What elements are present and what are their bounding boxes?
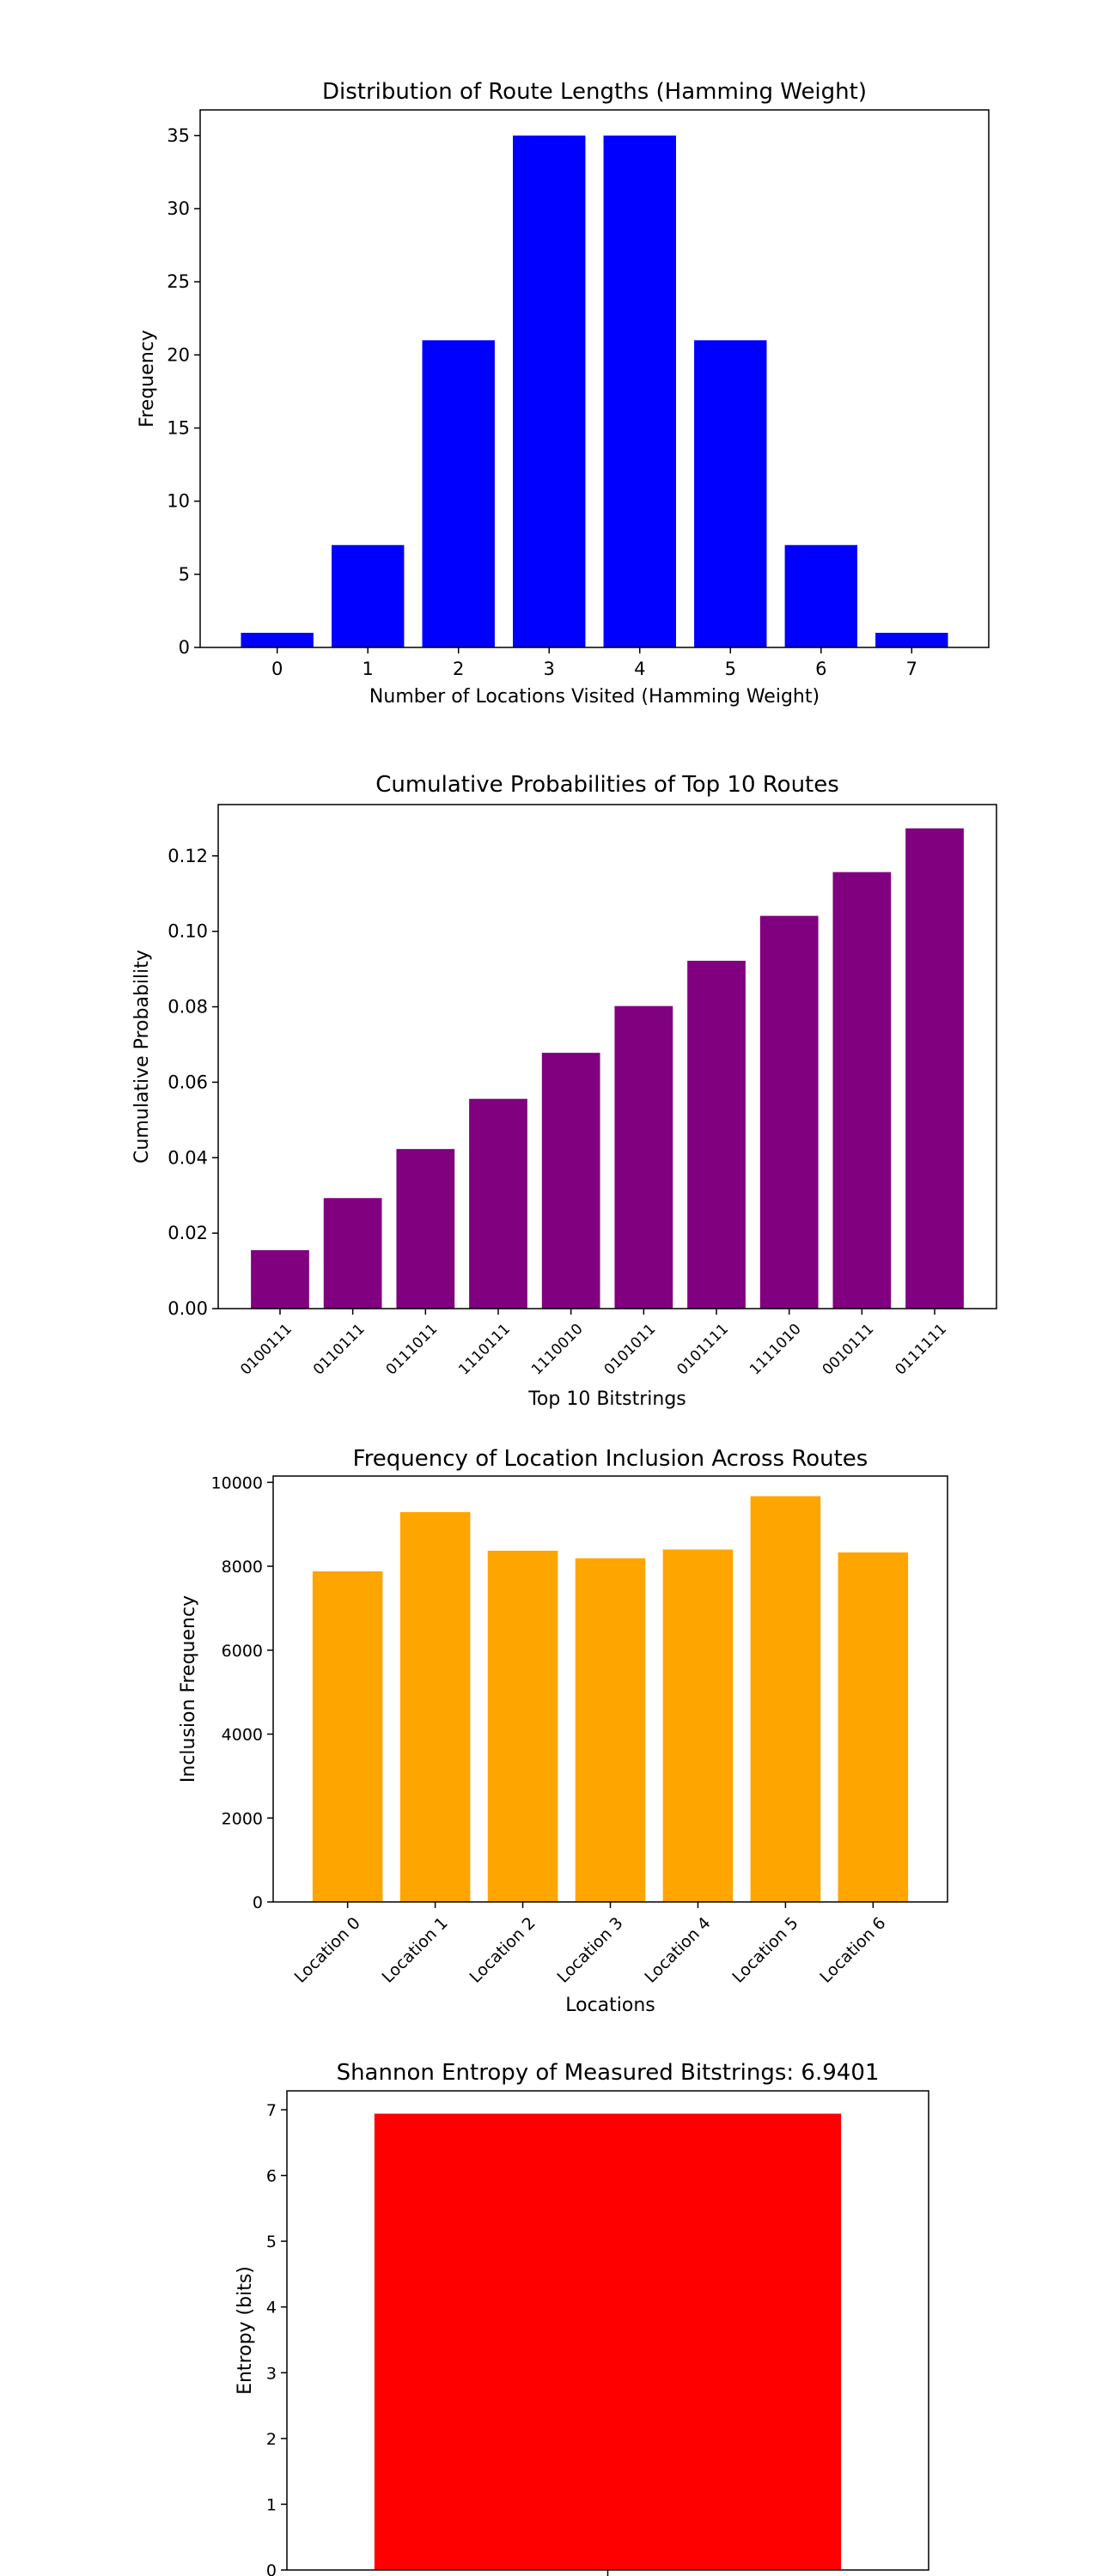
bar [251,1249,309,1309]
y-tick-label: 0.12 [168,846,208,866]
x-axis-label: Number of Locations Visited (Hamming Wei… [369,686,820,708]
y-tick-label: 3 [266,2364,277,2383]
y-tick-label: 25 [167,271,190,292]
y-tick-label: 15 [167,417,190,438]
bar [332,544,405,647]
bar [487,1550,558,1902]
bar [323,1198,382,1309]
bar [832,872,892,1309]
bar [541,1053,600,1309]
y-tick-label: 30 [167,198,190,219]
bar [399,1512,471,1902]
x-tick-label: 1110010 [528,1321,587,1379]
bar [838,1552,909,1902]
chart-title: Shannon Entropy of Measured Bitstrings: … [337,2060,880,2086]
y-tick-label: 6000 [222,1642,263,1661]
x-tick-label: 2 [453,659,464,679]
bar [396,1149,455,1309]
y-tick-label: 0 [253,1893,263,1912]
bar [784,544,857,647]
x-tick-label: 6 [815,659,826,679]
y-tick-label: 8000 [222,1558,263,1577]
bar [422,340,495,647]
x-tick-label: 1110111 [455,1321,514,1379]
chart-title: Cumulative Probabilities of Top 10 Route… [375,772,839,798]
x-axis-label: Locations [565,1995,655,2016]
x-tick-label: Location 5 [728,1914,801,1987]
y-tick-label: 5 [179,564,190,585]
bar [905,828,964,1309]
chart-title: Distribution of Route Lengths (Hamming W… [322,79,867,105]
bar [759,915,819,1309]
bar [241,632,314,647]
chart-1: 0 5 10 15 20 25 30 35 0 1 2 3 4 5 6 7 Distribution of Ro… [137,79,990,708]
bar [575,1558,646,1902]
y-tick-label: 7 [266,2101,277,2120]
chart-title: Frequency of Location Inclusion Across R… [353,1446,868,1472]
y-tick-label: 0.08 [168,997,208,1018]
y-tick-label: 4000 [222,1726,263,1745]
plot-frame [199,109,990,648]
y-tick-label: 1 [266,2495,277,2514]
y-tick-label: 0.10 [168,921,208,942]
y-axis-label: Inclusion Frequency [178,1595,199,1783]
bar [513,135,586,648]
y-tick-label: 4 [266,2299,277,2318]
bar [469,1098,527,1309]
x-axis-label: Top 10 Bitstrings [527,1388,686,1410]
bar [374,2113,842,2570]
y-tick-label: 0 [266,2561,277,2576]
y-tick-label: 2000 [222,1809,263,1828]
x-tick-label: 7 [906,659,917,679]
x-tick-label: 0 [271,659,283,679]
bar [312,1571,383,1902]
y-tick-label: 20 [167,344,190,365]
x-tick-label: Location 3 [553,1914,626,1987]
y-tick-label: 0 [179,637,190,658]
chart-2: 0.00 0.02 0.04 0.06 0.08 0.10 0.12 0100111 01101… [131,772,997,1410]
x-tick-label: 5 [725,659,736,679]
plot-frame [217,804,997,1309]
y-tick-label: 10000 [211,1473,263,1492]
x-tick-label: 4 [634,659,645,679]
bar [687,960,746,1309]
x-tick-label: Location 6 [816,1914,889,1987]
x-tick-label: 1 [363,659,374,679]
y-tick-label: 10 [167,491,190,512]
x-tick-label: 0101111 [673,1321,732,1379]
x-tick-label: Location 1 [379,1914,452,1987]
bar [603,135,676,648]
y-tick-label: 0.02 [168,1223,208,1243]
bar [875,632,948,647]
bar [614,1005,673,1309]
x-tick-label: 0110111 [310,1321,369,1379]
y-tick-label: 35 [167,125,190,146]
y-axis-label: Frequency [137,330,158,428]
x-tick-label: Location 4 [641,1914,714,1987]
x-tick-label: 0111111 [892,1321,950,1379]
chart-4: 01234567EntropyShannon Entropy of Measur… [235,2060,929,2576]
bar [662,1549,734,1902]
y-tick-label: 0.00 [168,1298,208,1319]
x-tick-label: Location 2 [466,1914,539,1987]
y-axis-label: Entropy (bits) [235,2266,256,2395]
x-tick-label: Location 0 [291,1914,364,1987]
y-axis-label: Cumulative Probability [131,950,153,1163]
x-tick-label: 0010111 [820,1321,878,1379]
y-tick-label: 5 [266,2233,277,2251]
y-tick-label: 0.06 [168,1072,208,1092]
x-tick-label: 1111010 [747,1321,805,1379]
bar [750,1496,821,1902]
y-tick-label: 2 [266,2430,277,2449]
x-tick-label: 3 [544,659,555,679]
y-tick-label: 6 [266,2167,277,2186]
x-tick-label: 0101011 [601,1321,660,1379]
x-tick-label: 0111011 [383,1321,442,1379]
x-tick-label: 0100111 [237,1321,296,1379]
y-tick-label: 0.04 [168,1147,208,1168]
bar [694,340,767,647]
